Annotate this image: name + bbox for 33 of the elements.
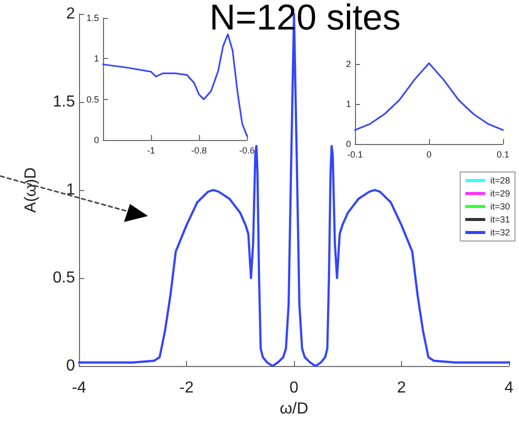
y-tick-label: 1 — [94, 54, 99, 64]
legend-label: it=28 — [490, 176, 510, 186]
x-tick-label: 2 — [397, 380, 406, 396]
chart-title: N=120 sites — [209, 0, 401, 38]
y-tick-label: 0.5 — [86, 94, 99, 104]
line-series — [354, 62, 504, 131]
y-tick-label: 1.5 — [52, 94, 76, 110]
x-tick-label: -0.6 — [239, 146, 255, 156]
legend-label: it=30 — [490, 202, 510, 212]
line-series — [102, 33, 248, 137]
y-tick-label: 1.5 — [86, 13, 99, 23]
x-tick-label: -2 — [179, 380, 194, 396]
x-tick-label: 0 — [426, 150, 432, 160]
y-tick-label: 0 — [346, 139, 351, 149]
x-tick-label: 4 — [504, 380, 514, 396]
y-tick-label: 2 — [346, 59, 351, 69]
legend-label: it=32 — [490, 228, 510, 238]
x-tick-label: -4 — [72, 380, 86, 396]
y-tick-label: 2 — [66, 6, 76, 22]
y-tick-label: 0 — [94, 135, 99, 145]
y-axis-title: A(ω)D — [22, 167, 40, 213]
y-tick-label: 1 — [346, 99, 351, 109]
x-tick-label: -0.8 — [191, 146, 207, 156]
legend-label: it=31 — [490, 214, 510, 224]
y-tick-label: 0 — [66, 358, 76, 374]
x-axis-title: ω/D — [280, 400, 308, 418]
legend-label: it=29 — [490, 188, 510, 198]
x-tick-label: 0 — [290, 380, 299, 396]
x-tick-label: -0.1 — [347, 150, 363, 160]
y-tick-label: 1 — [66, 182, 76, 198]
y-tick-label: 0.5 — [52, 270, 76, 286]
x-tick-label: 0.1 — [496, 150, 510, 160]
x-tick-label: -1 — [146, 146, 156, 156]
